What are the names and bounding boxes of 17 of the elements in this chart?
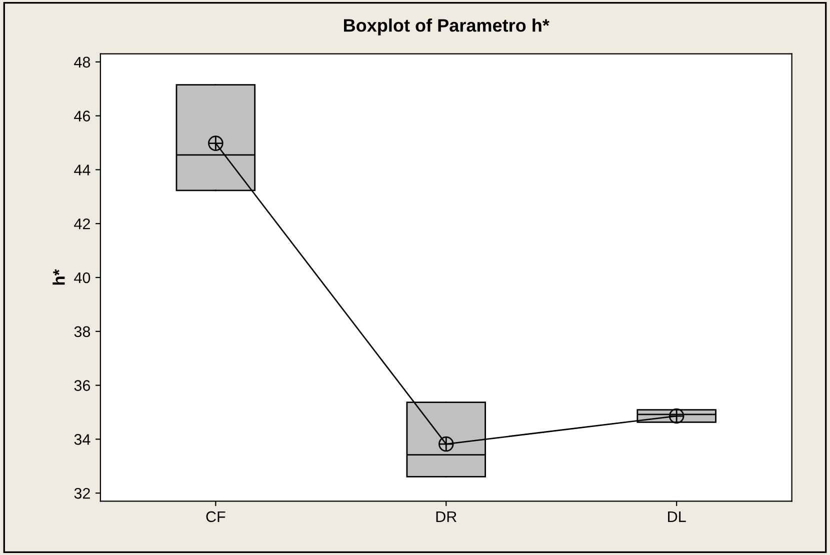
y-tick-label: 38 bbox=[74, 326, 90, 338]
y-tick-label: 42 bbox=[74, 218, 90, 230]
x-tick-label: DR bbox=[436, 511, 456, 522]
y-tick-label: 32 bbox=[74, 488, 90, 499]
y-axis-title: h* bbox=[52, 269, 65, 285]
x-tick-label: DL bbox=[668, 511, 686, 522]
point bbox=[208, 136, 224, 151]
point bbox=[668, 408, 684, 424]
x-tick-label: CF bbox=[206, 511, 226, 522]
y-tick-label: 40 bbox=[74, 272, 90, 284]
y-tick-label: 34 bbox=[74, 434, 90, 445]
y-tick-label: 44 bbox=[74, 164, 90, 176]
chart-title: Boxplot of Parametro h* bbox=[344, 18, 550, 36]
y-tick-label: 46 bbox=[74, 110, 90, 122]
y-tick-label: 48 bbox=[74, 56, 90, 68]
point bbox=[438, 436, 454, 452]
y-tick-label: 36 bbox=[74, 380, 90, 391]
